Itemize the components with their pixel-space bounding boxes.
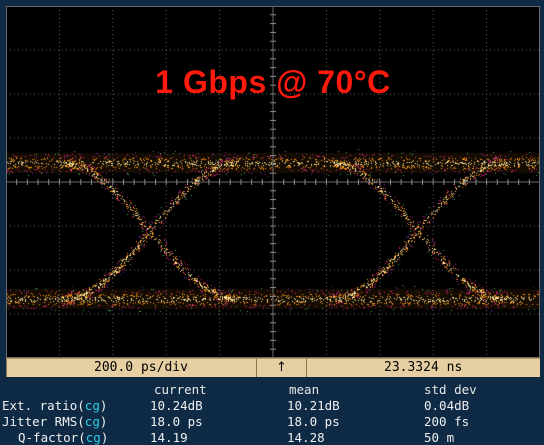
measurement-label: Ext. ratio(cg) [2, 398, 108, 413]
value-std-dev: 200 fs [424, 414, 470, 429]
header-std-dev: std dev [424, 382, 477, 397]
graticule [6, 6, 540, 358]
source-tag: cg [85, 430, 101, 445]
value-std-dev: 0.04dB [424, 398, 470, 413]
measurement-row[interactable]: Ext. ratio(cg) 10.24dB 10.21dB 0.04dB [0, 398, 544, 414]
source-tag: cg [84, 414, 100, 429]
source-tag: cg [84, 398, 100, 413]
value-std-dev: 50 m [424, 430, 455, 445]
header-current: current [154, 382, 207, 397]
measurement-label: Q-factor(cg) [18, 430, 109, 445]
header-mean: mean [289, 382, 320, 397]
value-current: 10.24dB [150, 398, 203, 413]
timebase-bar[interactable]: 200.0 ps/div ↑ 23.3324 ns [6, 358, 540, 377]
trigger-arrow-icon: ↑ [276, 360, 287, 375]
overlay-title: 1 Gbps @ 70°C [155, 64, 391, 100]
value-current: 18.0 ps [150, 414, 203, 429]
measurement-row[interactable]: Q-factor(cg) 14.19 14.28 50 m [0, 430, 544, 445]
waveform-display[interactable]: 1 Gbps @ 70°C [6, 6, 540, 358]
measurement-row[interactable]: Jitter RMS(cg) 18.0 ps 18.0 ps 200 fs [0, 414, 544, 430]
value-mean: 10.21dB [287, 398, 340, 413]
value-current: 14.19 [150, 430, 188, 445]
graticule-border [6, 6, 540, 358]
measurement-panel: current mean std dev Ext. ratio(cg) 10.2… [0, 378, 544, 445]
timebase-label[interactable]: 200.0 ps/div [94, 360, 188, 375]
value-mean: 14.28 [287, 430, 325, 445]
measurement-label: Jitter RMS(cg) [2, 414, 108, 429]
horizontal-position-label[interactable]: 23.3324 ns [384, 360, 463, 375]
value-mean: 18.0 ps [287, 414, 340, 429]
